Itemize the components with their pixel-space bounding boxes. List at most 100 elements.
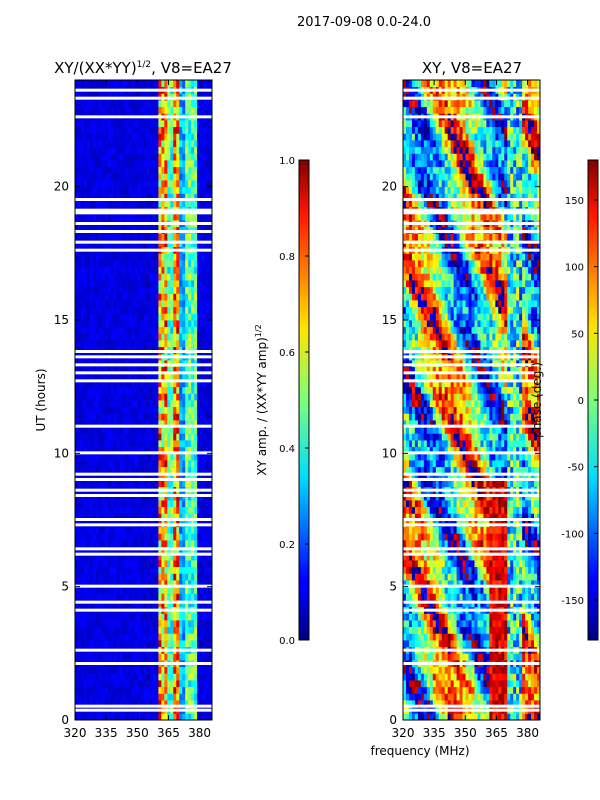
heatmap-cell (80, 373, 85, 381)
heatmap-cell (80, 333, 85, 341)
heatmap-cell (146, 386, 150, 394)
heatmap-cell (158, 386, 162, 394)
heatmap-cell (441, 673, 446, 681)
heatmap-cell (179, 313, 183, 321)
heatmap-cell (143, 480, 147, 488)
heatmap-cell (125, 306, 130, 314)
heatmap-cell (426, 686, 431, 694)
heatmap-cell (125, 100, 130, 108)
heatmap-cell (525, 680, 529, 688)
heatmap-cell (101, 426, 106, 434)
heatmap-cell (185, 700, 189, 708)
heatmap-cell (89, 193, 94, 201)
heatmap-cell (179, 300, 183, 308)
heatmap-cell (98, 480, 103, 488)
heatmap-cell (119, 233, 124, 241)
heatmap-cell (116, 266, 121, 274)
heatmap-cell (164, 626, 168, 634)
heatmap-cell (173, 153, 177, 161)
heatmap-cell (173, 140, 177, 148)
heatmap-cell (98, 460, 103, 468)
heatmap-cell (507, 673, 511, 681)
heatmap-cell (194, 526, 198, 534)
heatmap-cell (101, 526, 106, 534)
heatmap-cell (86, 286, 91, 294)
heatmap-cell (182, 553, 186, 561)
heatmap-cell (185, 126, 189, 134)
heatmap-cell (164, 373, 168, 381)
heatmap-cell (137, 326, 141, 334)
heatmap-cell (164, 440, 168, 448)
heatmap-cell (113, 306, 118, 314)
heatmap-cell (188, 406, 192, 414)
heatmap-cell (77, 526, 82, 534)
heatmap-cell (137, 120, 141, 128)
heatmap-cell (119, 106, 124, 114)
heatmap-cell (92, 626, 97, 634)
heatmap-cell (197, 560, 201, 568)
heatmap-cell (110, 180, 115, 188)
heatmap-cell (170, 80, 174, 88)
heatmap-cell (194, 473, 198, 481)
heatmap-cell (113, 253, 118, 261)
heatmap-cell (143, 500, 147, 508)
heatmap-cell (146, 366, 150, 374)
heatmap-cell (92, 453, 97, 461)
heatmap-cell (170, 393, 174, 401)
heatmap-cell (101, 260, 106, 268)
heatmap-cell (203, 626, 207, 634)
heatmap-cell (137, 613, 141, 621)
heatmap-cell (510, 680, 514, 688)
heatmap-cell (75, 260, 79, 268)
heatmap-cell (167, 533, 171, 541)
heatmap-cell (423, 700, 428, 708)
heatmap-cell (531, 673, 535, 681)
heatmap-cell (191, 700, 195, 708)
heatmap-cell (86, 133, 91, 141)
heatmap-cell (209, 380, 213, 388)
heatmap-cell (188, 400, 192, 408)
heatmap-cell (164, 293, 168, 301)
heatmap-cell (465, 653, 469, 661)
heatmap-cell (161, 140, 165, 148)
heatmap-cell (75, 186, 79, 194)
heatmap-cell (209, 526, 213, 534)
heatmap-cell (170, 666, 174, 674)
heatmap-cell (122, 373, 127, 381)
heatmap-cell (203, 640, 207, 648)
heatmap-cell (95, 386, 100, 394)
heatmap-cell (104, 506, 109, 514)
heatmap-cell (137, 306, 141, 314)
heatmap-cell (197, 500, 201, 508)
heatmap-cell (83, 200, 88, 208)
heatmap-cell (149, 633, 153, 641)
heatmap-cell (194, 100, 198, 108)
heatmap-cell (101, 533, 106, 541)
heatmap-cell (176, 266, 180, 274)
heatmap-cell (89, 320, 94, 328)
heatmap-cell (113, 620, 118, 628)
heatmap-cell (101, 293, 106, 301)
heatmap-cell (474, 666, 478, 674)
heatmap-cell (203, 340, 207, 348)
amp-title: XY/(XX*YY)1/2, V8=EA27 (54, 59, 232, 77)
heatmap-cell (149, 280, 153, 288)
heatmap-cell (89, 233, 94, 241)
heatmap-cell (471, 686, 475, 694)
heatmap-cell (164, 333, 168, 341)
heatmap-cell (191, 420, 195, 428)
heatmap-cell (429, 713, 434, 721)
heatmap-cell (143, 580, 147, 588)
heatmap-cell (179, 273, 183, 281)
heatmap-cell (200, 633, 204, 641)
heatmap-cell (173, 333, 177, 341)
heatmap-cell (173, 440, 177, 448)
heatmap-cell (194, 593, 198, 601)
heatmap-cell (152, 366, 156, 374)
heatmap-cell (170, 266, 174, 274)
heatmap-cell (468, 653, 472, 661)
heatmap-cell (80, 480, 85, 488)
heatmap-cell (143, 613, 147, 621)
heatmap-cell (116, 280, 121, 288)
heatmap-cell (516, 680, 520, 688)
